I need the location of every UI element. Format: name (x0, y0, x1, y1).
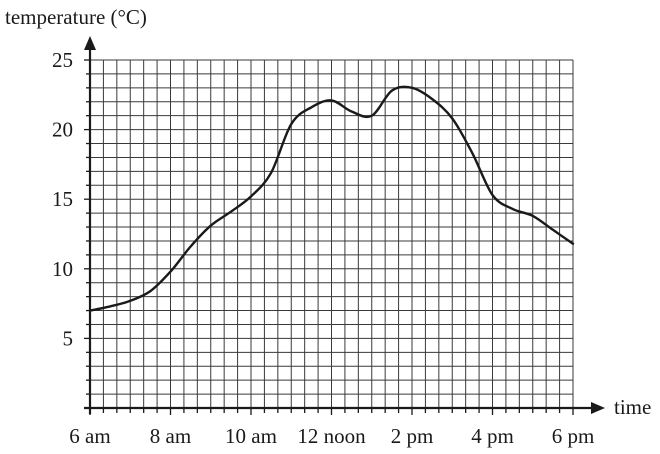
y-tick-label: 10 (52, 257, 73, 281)
y-tick-label: 5 (63, 326, 74, 350)
tick-labels: 5 10 15 20 25 6 am 8 am 10 am 12 noon 2 pm 4 pm 6 p… (52, 48, 594, 448)
x-axis-arrow (591, 402, 605, 414)
x-tick-label: 8 am (150, 424, 191, 448)
y-tick-label: 25 (52, 48, 73, 72)
x-tick-label: 10 am (225, 424, 277, 448)
y-axis-title: temperature (°C) (5, 5, 147, 29)
x-tick-label: 6 pm (552, 424, 595, 448)
x-tick-label: 12 noon (297, 424, 366, 448)
y-tick-label: 20 (52, 118, 73, 142)
temperature-line (88, 85, 575, 312)
y-axis-arrow (84, 36, 96, 50)
x-tick-label: 2 pm (391, 424, 434, 448)
y-tick-label: 15 (52, 187, 73, 211)
axes (84, 36, 605, 415)
x-tick-label: 6 am (69, 424, 110, 448)
series-layer (88, 85, 575, 312)
x-axis-title: time (614, 395, 651, 419)
grid-lines (90, 59, 574, 408)
x-tick-label: 4 pm (471, 424, 514, 448)
